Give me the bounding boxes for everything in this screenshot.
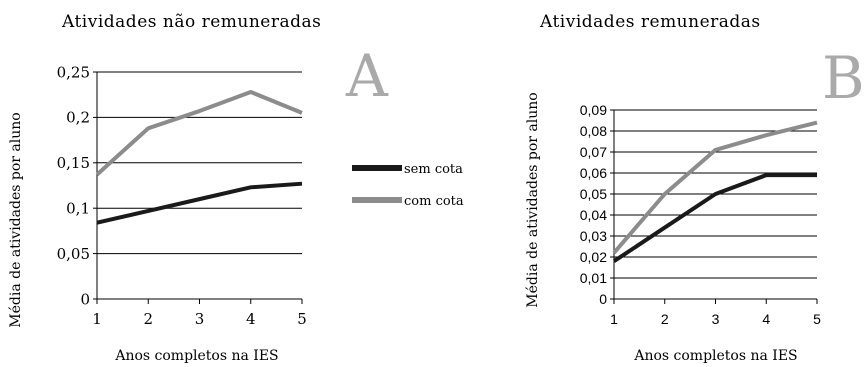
chart-b: 0 0,01 0,02 0,03 0,04 0,05 0,06 0,07 0,08 0,09 1 2 3… [580, 102, 821, 327]
y-tick-label: 0,04 [580, 207, 607, 223]
x-tick-label: 4 [762, 311, 770, 327]
legend-label-sem-cota: sem cota [404, 162, 463, 177]
series-line-com-cota [95, 89, 303, 177]
chart-a-title: Atividades não remuneradas [61, 12, 321, 32]
chart-b-title: Atividades remuneradas [539, 12, 761, 32]
x-tick-label: 4 [246, 310, 256, 328]
y-tick-label: 0,05 [57, 245, 90, 263]
chart-a-ylabel: Média de atividades por aluno [8, 112, 24, 327]
y-tick-label: 0,2 [66, 109, 90, 127]
panel-letter-b: B [822, 44, 864, 112]
y-tick-label: 0,09 [580, 102, 607, 118]
x-tick-label: 1 [610, 311, 618, 327]
y-tick-label: 0 [80, 290, 90, 308]
series-line-com-cota [612, 120, 818, 255]
y-tick-label: 0,08 [580, 123, 607, 139]
y-tick-label: 0,07 [580, 144, 607, 160]
x-tick-label: 1 [92, 310, 102, 328]
series-line-sem-cota [96, 181, 303, 225]
chart-b-xlabel: Anos completos na IES [633, 348, 797, 364]
y-tick-label: 0,1 [66, 199, 90, 217]
y-tick-label: 0,25 [57, 63, 90, 81]
y-tick-label: 0,15 [57, 154, 90, 172]
y-tick-label: 0,03 [580, 228, 607, 244]
legend-label-com-cota: com cota [404, 194, 464, 209]
chart-a-xlabel: Anos completos na IES [114, 348, 278, 364]
x-tick-label: 2 [661, 311, 669, 327]
series-line-sem-cota [612, 173, 817, 263]
chart-a: 0 0,05 0,1 0,15 0,2 0,25 1 2 3 4 5 [57, 63, 307, 328]
y-tick-label: 0,01 [580, 270, 607, 286]
x-tick-label: 3 [712, 311, 720, 327]
y-tick-label: 0 [599, 291, 607, 307]
y-tick-label: 0,06 [580, 165, 607, 181]
legend: sem cota com cota [352, 162, 464, 209]
y-tick-label: 0,05 [580, 186, 607, 202]
chart-b-ylabel: Média de atividades por aluno [525, 92, 541, 307]
y-tick-label: 0,02 [580, 249, 607, 265]
x-tick-label: 5 [297, 310, 307, 328]
x-tick-label: 3 [195, 310, 205, 328]
panel-letter-a: A [345, 42, 389, 110]
x-tick-label: 2 [143, 310, 153, 328]
x-tick-label: 5 [813, 311, 821, 327]
